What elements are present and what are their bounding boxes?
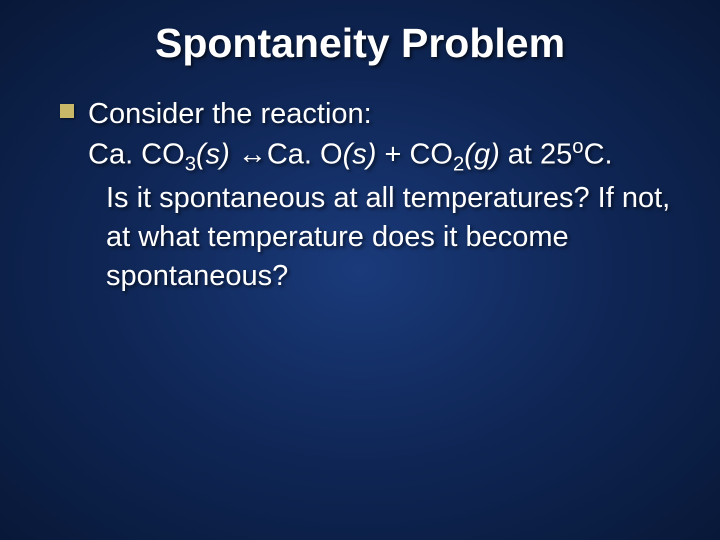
reaction-arrow: ↔Ca. O [230,139,343,171]
reaction-sub2: 2 [453,154,464,176]
reaction-pre: Ca. CO [88,139,185,171]
slide: Spontaneity Problem Consider the reactio… [0,0,720,540]
line-1: Consider the reaction: [88,95,680,134]
reaction-end: C. [584,139,613,171]
slide-body: Consider the reaction: Ca. CO3(s) ↔Ca. O… [40,95,680,296]
reaction-plus: + CO [376,139,453,171]
bullet-icon [60,104,74,118]
reaction-state2: (s) [343,139,377,171]
reaction-gas: (g) [464,139,499,171]
reaction-degree: o [572,136,583,158]
body-text: Consider the reaction: Ca. CO3(s) ↔Ca. O… [88,95,680,296]
reaction-state1: (s) [196,139,230,171]
line-reaction: Ca. CO3(s) ↔Ca. O(s) + CO2(g) at 25oC. [88,134,680,179]
reaction-at: at 25 [500,139,573,171]
reaction-sub1: 3 [185,154,196,176]
bullet-item: Consider the reaction: Ca. CO3(s) ↔Ca. O… [60,95,680,296]
line-question: Is it spontaneous at all temperatures? I… [88,179,680,296]
slide-title: Spontaneity Problem [40,20,680,67]
